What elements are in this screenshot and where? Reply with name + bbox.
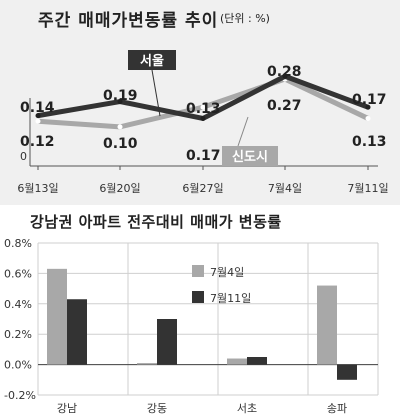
value-label-seoul: 0.13 (186, 101, 221, 117)
bar (337, 364, 357, 380)
bar (47, 268, 67, 365)
x-tick-label: 강남 (57, 402, 77, 415)
x-tick-label: 7월4일 (268, 181, 302, 195)
value-label-newtown: 0.17 (186, 148, 221, 164)
x-tick-label: 강동 (147, 402, 167, 415)
legend-label: 7월4일 (210, 265, 244, 279)
value-label-newtown: 0.10 (103, 136, 138, 152)
bar (317, 285, 337, 365)
newtown-tag-label: 신도시 (232, 150, 268, 165)
legend-label: 7월11일 (210, 291, 251, 305)
data-point (117, 99, 123, 105)
seoul-tag-label: 서울 (140, 53, 164, 69)
bar-chart-title: 강남권 아파트 전주대비 매매가 변동률 (30, 213, 282, 231)
x-tick-label: 6월20일 (99, 181, 140, 195)
value-label-newtown: 0.13 (352, 134, 387, 150)
value-label-seoul: 0.14 (20, 100, 55, 116)
data-point (282, 73, 288, 79)
x-tick-label: 7월11일 (347, 181, 388, 195)
x-tick-label: 6월27일 (182, 181, 223, 195)
bar (67, 299, 87, 365)
data-point (117, 124, 123, 130)
bar-chart: 0.8% 0.6% 0.4% 0.2% 0.0% -0.2% 강남 강동 서초 송파 7월4일 7월1… (4, 237, 379, 415)
x-tick-label: 서초 (237, 402, 257, 415)
seoul-tag-pointer (151, 69, 161, 117)
line-chart: 0 6월13일 6월20일 6월27일 7월4일 7월11일 0.14 0.19 0.13 0.2… (17, 50, 389, 195)
legend-swatch (192, 291, 204, 303)
weekly-trend-panel: 주간 매매가변동률 추이 (단위 : %) 0 6월13일 6월20일 6월27일 7월… (0, 0, 400, 205)
y-tick-label: 0.0% (4, 359, 32, 372)
value-label-seoul: 0.28 (267, 64, 302, 80)
data-point (365, 115, 371, 121)
data-point (35, 113, 41, 119)
y-tick-label: 0.8% (4, 237, 32, 250)
line-chart-unit: (단위 : %) (220, 12, 270, 25)
y-tick-label: 0.2% (4, 328, 32, 341)
bar (247, 357, 267, 365)
y-tick-label: -0.2% (4, 389, 36, 402)
line-chart-title: 주간 매매가변동률 추이 (38, 11, 219, 31)
y-tick-label: 0.6% (4, 267, 32, 280)
zero-tick-label: 0 (20, 150, 27, 163)
bar (157, 319, 177, 365)
newtown-tag-box (222, 146, 278, 166)
gangnam-bar-panel: 강남권 아파트 전주대비 매매가 변동률 0.8% 0.6% 0.4% 0.2% 0.0… (0, 207, 400, 417)
value-label-seoul: 0.17 (352, 92, 387, 108)
data-point (35, 118, 41, 124)
data-point (365, 104, 371, 110)
newtown-tag-pointer (237, 116, 249, 147)
data-point (200, 115, 206, 121)
data-point (200, 104, 206, 110)
y-tick-label: 0.4% (4, 298, 32, 311)
value-label-seoul: 0.19 (103, 88, 138, 104)
value-label-newtown: 0.12 (20, 134, 55, 150)
x-tick-label: 6월13일 (17, 181, 58, 195)
legend-swatch (192, 265, 204, 277)
seoul-tag-box (128, 50, 176, 70)
x-tick-label: 송파 (327, 402, 347, 415)
value-label-newtown: 0.27 (267, 98, 302, 114)
bar (227, 358, 247, 365)
bar (137, 363, 157, 365)
